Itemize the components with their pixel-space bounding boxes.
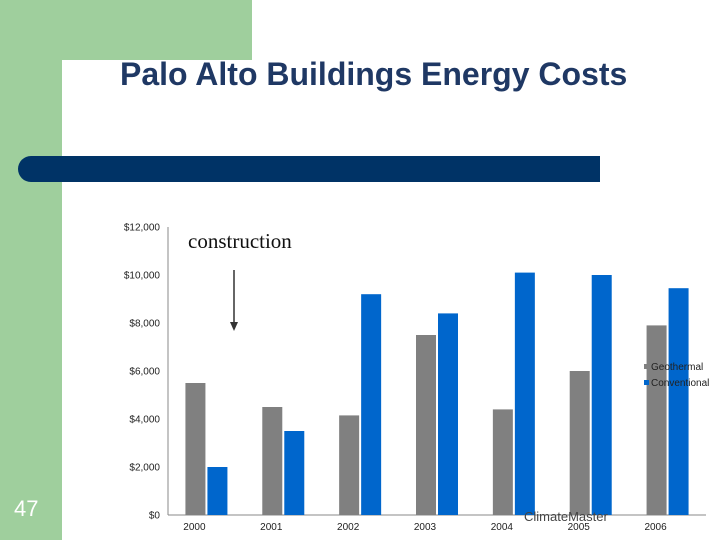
bar-geothermal-2006 bbox=[646, 325, 667, 515]
legend-label-geothermal: Geothermal bbox=[651, 362, 703, 373]
x-tick-label: 2000 bbox=[183, 522, 206, 533]
legend-swatch-geothermal bbox=[644, 364, 649, 369]
bar-conventional-2003 bbox=[438, 313, 458, 515]
footer-brand: ClimateMaster bbox=[524, 509, 608, 524]
bar-conventional-2004 bbox=[514, 272, 535, 515]
slide-number: 47 bbox=[14, 496, 39, 521]
bar-geothermal-2004 bbox=[492, 409, 513, 515]
x-tick-label: 2005 bbox=[568, 522, 591, 533]
annotation-arrowhead bbox=[230, 322, 238, 331]
annotation-label: construction bbox=[188, 229, 292, 253]
y-tick-label: $10,000 bbox=[124, 271, 161, 282]
bar-conventional-2006 bbox=[668, 288, 689, 515]
bar-geothermal-2005 bbox=[569, 371, 590, 515]
y-tick-label: $6,000 bbox=[129, 367, 160, 378]
bar-geothermal-2000 bbox=[185, 383, 206, 515]
x-axis-tick-labels: 2000 2001 2002 2003 2004 2005 2006 bbox=[183, 522, 667, 533]
slide-title: Palo Alto Buildings Energy Costs bbox=[120, 56, 628, 92]
legend-label-conventional: Conventional bbox=[651, 378, 709, 389]
bar-conventional-2005 bbox=[591, 275, 612, 515]
chart-legend: Geothermal Conventional bbox=[644, 362, 709, 389]
construction-annotation: construction bbox=[188, 229, 292, 331]
y-tick-label: $4,000 bbox=[129, 415, 160, 426]
bar-geothermal-2003 bbox=[416, 335, 436, 515]
x-tick-label: 2004 bbox=[491, 522, 514, 533]
y-axis-tick-labels: $0 $2,000 $4,000 $6,000 $8,000 $10,000 $12,000 bbox=[124, 223, 161, 522]
bar-conventional-2001 bbox=[284, 431, 305, 515]
y-tick-label: $8,000 bbox=[129, 319, 160, 330]
bar-geothermal-2001 bbox=[262, 407, 283, 515]
x-tick-label: 2002 bbox=[337, 522, 360, 533]
x-tick-label: 2006 bbox=[644, 522, 667, 533]
y-tick-label: $0 bbox=[149, 511, 161, 522]
y-tick-label: $12,000 bbox=[124, 223, 161, 234]
bar-conventional-2002 bbox=[361, 294, 382, 515]
title-underline-bar bbox=[18, 156, 600, 182]
bar-series bbox=[185, 272, 689, 515]
bar-geothermal-2002 bbox=[339, 415, 360, 515]
accent-band-left bbox=[0, 0, 62, 540]
y-tick-label: $2,000 bbox=[129, 463, 160, 474]
x-tick-label: 2003 bbox=[414, 522, 437, 533]
x-tick-label: 2001 bbox=[260, 522, 283, 533]
bar-conventional-2000 bbox=[207, 467, 228, 515]
legend-swatch-conventional bbox=[644, 380, 649, 385]
